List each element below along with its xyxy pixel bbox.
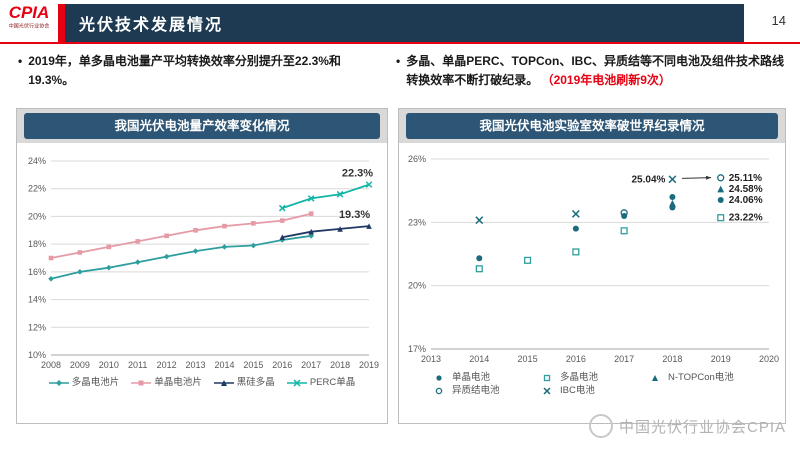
legend-marker-icon <box>48 380 69 386</box>
watermark-logo-icon <box>588 414 613 438</box>
watermark: 中国光伏行业协会CPIA <box>588 414 786 438</box>
bullet-right-main: 多晶、单晶PERC、TOPCon、IBC、异质结等不同电池及组件技术路线转换效率… <box>406 54 784 87</box>
bullet-right-highlight: （2019年电池刷新9次） <box>541 72 671 87</box>
legend-marker-icon <box>436 375 442 381</box>
svg-text:2017: 2017 <box>614 354 634 364</box>
bullet-right-text: 多晶、单晶PERC、TOPCon、IBC、异质结等不同电池及组件技术路线转换效率… <box>406 52 788 89</box>
svg-text:2016: 2016 <box>566 354 586 364</box>
svg-text:2020: 2020 <box>759 354 779 364</box>
legend-label: 异质结电池 <box>452 385 500 396</box>
svg-text:12%: 12% <box>28 322 46 332</box>
svg-text:16%: 16% <box>28 267 46 277</box>
bullet-marker: • <box>18 54 23 68</box>
svg-text:26%: 26% <box>408 154 426 164</box>
legend-label: 单晶电池片 <box>154 377 202 388</box>
lab-record-scatter-chart: 17% 20% 23% 26% 2013 2014 2015 2016 2017 2018 2019… <box>399 145 785 371</box>
svg-text:2014: 2014 <box>214 360 234 370</box>
chart-legend-lab-records: 单晶电池 多晶电池 N-TOPCon电池异质结电池 IBC电池 <box>399 373 785 396</box>
legend-label: 单晶电池 <box>452 372 491 383</box>
legend-label: PERC单晶 <box>309 377 356 388</box>
chart-legend-production: 多晶电池片 单晶电池片 黑硅多晶 PERC单晶 <box>17 378 387 388</box>
cpia-logo: CPIA 中国光伏行业协会 <box>0 0 58 42</box>
svg-text:2017: 2017 <box>301 360 321 370</box>
cpia-logo-subtext: 中国光伏行业协会 <box>8 24 50 30</box>
legend-marker-icon <box>543 374 551 382</box>
legend-item: 单晶电池 <box>429 373 525 383</box>
svg-text:2016: 2016 <box>272 360 292 370</box>
legend-item: N-TOPCon电池 <box>645 373 781 383</box>
svg-text:24%: 24% <box>28 156 46 166</box>
svg-text:2015: 2015 <box>518 354 538 364</box>
svg-text:17%: 17% <box>408 344 426 354</box>
svg-text:19.3%: 19.3% <box>339 209 370 221</box>
bullet-section: • 2019年，单多晶电池量产平均转换效率分别提升至22.3%和19.3%。 •… <box>0 52 800 89</box>
watermark-text: 中国光伏行业协会CPIA <box>618 418 786 436</box>
svg-text:24.58%: 24.58% <box>729 184 763 195</box>
legend-label: N-TOPCon电池 <box>668 372 734 383</box>
svg-text:25.11%: 25.11% <box>729 173 762 184</box>
svg-text:18%: 18% <box>28 239 46 249</box>
svg-text:25.04%: 25.04% <box>632 174 666 185</box>
header-divider <box>0 42 800 44</box>
production-efficiency-line-chart: 10% 12% 14% 16% 18% 20% 22% 24% 2008 2009 2010 2011… <box>17 145 387 377</box>
svg-text:10%: 10% <box>28 350 46 360</box>
legend-item: 多晶电池 <box>537 373 633 383</box>
legend-label: IBC电池 <box>560 385 595 396</box>
svg-text:20%: 20% <box>28 211 46 221</box>
page-title: 光伏技术发展情况 <box>79 17 224 34</box>
legend-item: 单晶电池片 <box>131 378 202 388</box>
svg-text:2013: 2013 <box>421 354 441 364</box>
legend-item: IBC电池 <box>537 386 633 396</box>
svg-text:2010: 2010 <box>99 360 119 370</box>
svg-text:2014: 2014 <box>469 354 489 364</box>
legend-label: 黑硅多晶 <box>236 377 275 388</box>
legend-marker-icon <box>286 379 307 387</box>
header-red-accent <box>58 4 65 42</box>
chart-title-strip: 我国光伏电池实验室效率破世界纪录情况 <box>399 109 785 143</box>
svg-text:2015: 2015 <box>243 360 263 370</box>
bullet-marker: • <box>396 54 401 68</box>
svg-text:23.22%: 23.22% <box>729 213 763 224</box>
svg-text:2013: 2013 <box>186 360 206 370</box>
svg-text:23%: 23% <box>408 217 426 227</box>
svg-text:14%: 14% <box>28 295 46 305</box>
cpia-logo-text: CPIA <box>8 3 50 22</box>
svg-text:2012: 2012 <box>157 360 177 370</box>
legend-marker-icon <box>435 387 443 395</box>
svg-text:2009: 2009 <box>70 360 90 370</box>
chart-title-lab-records: 我国光伏电池实验室效率破世界纪录情况 <box>406 113 778 139</box>
legend-label: 多晶电池片 <box>71 377 120 388</box>
legend-marker-icon <box>213 380 234 386</box>
chart-panel-production: 我国光伏电池量产效率变化情况 10% 12% 14% 16% 18% 20% 22% 24% 2… <box>16 108 388 424</box>
svg-text:2011: 2011 <box>128 360 147 370</box>
header-bar: 光伏技术发展情况 <box>58 4 744 42</box>
legend-label: 多晶电池 <box>560 372 599 383</box>
svg-text:2008: 2008 <box>41 360 61 370</box>
legend-marker-icon <box>131 380 152 386</box>
bullet-left-text: 2019年，单多晶电池量产平均转换效率分别提升至22.3%和19.3%。 <box>28 54 341 87</box>
chart-title-production: 我国光伏电池量产效率变化情况 <box>24 113 380 139</box>
chart-title-strip: 我国光伏电池量产效率变化情况 <box>17 109 387 143</box>
svg-text:22.3%: 22.3% <box>342 167 373 179</box>
legend-item: 黑硅多晶 <box>213 377 275 388</box>
bullet-right: • 多晶、单晶PERC、TOPCon、IBC、异质结等不同电池及组件技术路线转换… <box>396 52 788 89</box>
bullet-left: • 2019年，单多晶电池量产平均转换效率分别提升至22.3%和19.3%。 <box>18 52 370 89</box>
svg-text:24.06%: 24.06% <box>729 195 763 206</box>
legend-marker-icon <box>543 387 551 395</box>
svg-text:2018: 2018 <box>330 360 350 370</box>
svg-text:2019: 2019 <box>359 360 379 370</box>
svg-text:2019: 2019 <box>711 354 731 364</box>
legend-item: 多晶电池片 <box>48 377 120 388</box>
chart-panel-lab-records: 我国光伏电池实验室效率破世界纪录情况 17% 20% 23% 26% 2013 2014 2… <box>398 108 786 424</box>
svg-text:22%: 22% <box>28 184 46 194</box>
svg-text:20%: 20% <box>408 281 426 291</box>
legend-item: PERC单晶 <box>286 377 356 388</box>
legend-marker-icon <box>652 375 658 381</box>
page-number: 14 <box>771 13 786 28</box>
legend-item: 异质结电池 <box>429 386 525 396</box>
svg-text:2018: 2018 <box>662 354 682 364</box>
